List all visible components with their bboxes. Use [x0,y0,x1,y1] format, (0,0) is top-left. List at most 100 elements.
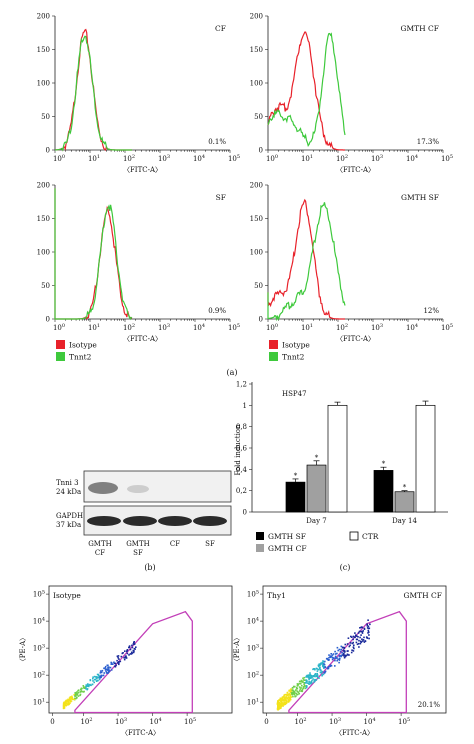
event-dot [134,648,136,650]
bar-ctr [415,404,436,513]
x-tick-label: 105 [184,717,196,726]
event-dot [328,654,330,656]
event-dot [287,700,290,703]
event-dot [318,677,320,679]
event-dot [360,630,363,633]
event-dot [101,669,104,672]
legend-label-isotype: Isotype [282,341,310,350]
y-axis-label: 〈PE-A〉 [19,634,27,665]
band-gapdh-lane3 [158,516,192,526]
event-dot [110,662,113,664]
legend-label-isotype: Isotype [69,341,97,350]
event-dot [110,663,113,665]
event-dot [280,700,282,703]
event-dot [95,680,98,682]
event-dot [306,680,308,683]
event-dot [286,692,289,694]
event-dot [290,689,293,692]
x-tick-label: 100 [266,323,278,332]
x-tick-label: 101 [301,323,313,332]
event-dot [77,691,80,694]
event-dot [337,658,339,660]
event-dot [354,632,356,634]
event-dot [308,674,310,676]
event-dot [97,676,100,679]
event-dot [295,687,298,690]
y-tick-label: 0,2 [236,487,247,495]
y-tick-label: 0 [259,316,263,324]
event-dot [357,632,360,634]
y-axis-label: 〈PE-A〉 [233,634,241,665]
x-tick-label: 103 [371,154,383,163]
event-dot [287,694,290,696]
western-blot: Tnni 3 24 kDa GAPDH 37 kDa GMTH CF GMTH … [56,470,232,557]
event-dot [280,697,282,700]
x-tick-label: 104 [150,717,162,726]
event-dot [118,661,120,664]
event-dot [367,625,370,628]
event-dot [131,646,134,649]
event-dot [367,619,369,621]
x-tick-label: 103 [158,154,170,163]
event-dot [291,692,294,694]
event-dot [117,655,120,657]
band-tnni3-gmth-cf [88,482,118,494]
event-dot [349,644,351,647]
x-tick-label: 102 [123,154,135,163]
event-dot [318,664,321,666]
event-dot [344,643,347,646]
panel-a-caption: (a) [226,368,237,377]
event-dot [294,695,296,697]
series-line-tnnt2 [55,35,132,152]
x-tick-label: 100 [53,154,65,163]
event-dot [291,693,293,696]
event-dot [66,704,69,706]
event-dot [293,686,296,688]
lane-label-3: CF [170,540,180,548]
y-tick-label: 0 [46,147,50,155]
event-dot [278,702,281,704]
y-tick-label: 1,2 [236,381,247,389]
event-dot [358,639,360,642]
event-dot [354,636,356,639]
event-dot [298,686,301,688]
plot-label: CF [215,24,226,33]
event-dot [343,656,346,659]
event-dot [297,683,300,686]
event-dot [106,668,109,671]
bar-chart-ylabel: Fold induction [234,424,242,476]
event-dot [132,651,135,654]
legend-swatch-ctr [349,531,359,541]
event-dot [312,678,314,680]
event-dot [106,664,109,667]
event-dot [344,654,346,657]
event-dot [341,652,343,654]
y-tick-label: 200 [37,182,50,190]
event-dot [334,657,337,659]
event-dot [68,701,70,703]
event-dot [326,658,329,660]
event-dot [63,701,65,704]
event-dot [348,645,351,648]
event-dot [352,646,355,648]
x-axis-label: 〈FITC-A〉 [336,335,375,343]
event-dot [79,690,82,693]
event-dot [86,688,89,690]
event-dot [284,702,286,704]
event-dot [319,666,321,669]
event-dot [317,668,320,671]
series-line-tnnt2 [267,32,346,148]
y-tick-label: 150 [250,215,263,223]
legend-label-tnnt2: Tnnt2 [282,353,305,362]
bar-chart-hsp47: HSP47 Fold induction 0 0,2 0,4 0,6 0,8 1 1,2 * *… [234,381,448,525]
event-dot [343,653,345,656]
event-dot [135,646,137,648]
y-tick-label: 102 [33,671,45,680]
event-dot [316,672,318,675]
event-dot [318,667,321,670]
event-dot [360,626,362,629]
event-dot [289,697,291,699]
histogram-gmth-sf: 0 50 100 150 200 100 101 102 103 104 105 〈FITC-A〉 GM… [250,182,453,344]
event-dot [74,695,77,697]
